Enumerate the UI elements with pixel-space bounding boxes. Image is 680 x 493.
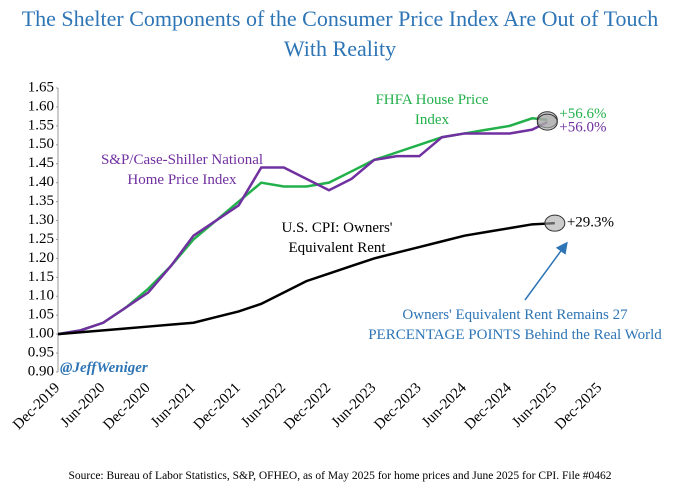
y-tick-label: 1.20 [28,250,54,266]
series-line [57,221,555,336]
fhfa-label: FHFA House Price Index [375,92,489,128]
x-tick-label: Dec-2022 [281,380,334,433]
end-label: +56.6% [559,106,606,122]
x-tick-label: Dec-2021 [191,380,244,433]
y-tick-label: 1.60 [28,98,54,114]
chart-title: The Shelter Components of the Consumer P… [21,6,659,61]
end-marker [544,214,566,232]
case-shiller-label: S&P/Case-Shiller National Home Price Ind… [100,152,264,188]
y-tick-label: 1.05 [28,307,54,323]
y-tick-label: 1.00 [28,326,54,342]
note: Owners' Equivalent Rent Remains 27 PERCE… [368,307,662,343]
y-tick-label: 1.45 [28,155,54,171]
y-tick-label: 1.65 [28,79,54,95]
x-tick-label: Dec-2025 [552,380,605,433]
series-line [57,117,548,336]
x-tick-label: Dec-2023 [371,380,424,433]
y-tick-label: 1.55 [28,117,54,133]
source: Source: Bureau of Labor Statistics, S&P,… [68,470,612,482]
y-tick-label: 1.40 [28,174,54,190]
y-tick-label: 1.35 [28,193,54,209]
x-tick-label: Dec-2024 [462,380,515,433]
y-tick-label: 1.10 [28,288,54,304]
x-tick-label: Dec-2019 [10,380,63,433]
end-marker [536,113,558,131]
y-tick-label: 1.25 [28,231,54,247]
y-tick-label: 1.15 [28,269,54,285]
x-tick-label: Dec-2020 [100,380,153,433]
end-label: +29.3% [567,215,614,231]
handle: @JeffWeniger [60,360,148,376]
y-tick-label: 0.90 [28,363,54,379]
y-tick-label: 0.95 [28,345,54,361]
end-label: +56.0% [559,120,606,136]
series-line [57,120,548,336]
y-tick-label: 1.50 [28,136,54,152]
y-tick-label: 1.30 [28,212,54,228]
cpi-label: U.S. CPI: Owners' Equivalent Rent [281,220,393,256]
note-arrow [524,241,568,301]
